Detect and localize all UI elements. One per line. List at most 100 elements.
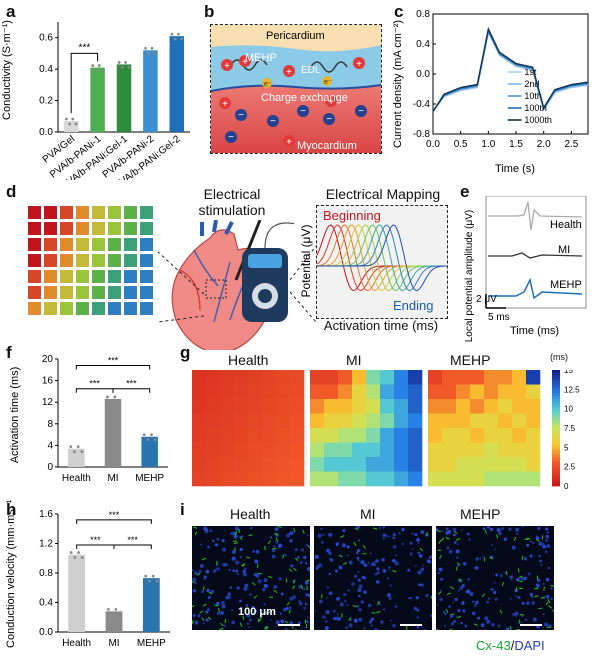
- nucleus-dot: [242, 569, 246, 574]
- sig-label: ***: [109, 510, 120, 520]
- nucleus-dot: [239, 599, 242, 603]
- series-line: [432, 26, 589, 112]
- colorbar-tick-label: 0: [564, 482, 569, 490]
- heatmap-cell: [192, 399, 207, 414]
- nucleus-dot: [290, 564, 294, 568]
- sig-bracket: [70, 52, 99, 114]
- heatmap-cell: [248, 457, 263, 472]
- nucleus-dot: [387, 593, 391, 597]
- nucleus-dot: [273, 585, 278, 589]
- cx43-mark: [450, 613, 455, 616]
- cx43-mark: [445, 537, 450, 540]
- nucleus-dot: [227, 592, 231, 596]
- nucleus-dot: [194, 620, 199, 625]
- chart-f-dot: [150, 433, 153, 437]
- heatmap-cell: [484, 384, 499, 400]
- cx43-mark: [253, 595, 258, 599]
- nucleus-dot: [417, 551, 421, 555]
- nucleus-dot: [480, 623, 485, 627]
- heatmap-cell: [456, 457, 471, 472]
- heatmap-cell: [408, 384, 423, 400]
- nucleus-dot: [289, 531, 294, 536]
- nucleus-dot: [545, 577, 550, 582]
- nucleus-dot: [244, 567, 247, 570]
- nucleus-dot: [441, 530, 444, 533]
- nucleus-dot: [300, 548, 305, 552]
- nucleus-dot: [509, 575, 513, 579]
- cx43-mark: [545, 601, 549, 606]
- nucleus-dot: [279, 612, 282, 615]
- nucleus-dot: [314, 609, 317, 612]
- nucleus-dot: [360, 600, 364, 604]
- nucleus-dot: [360, 560, 365, 565]
- nucleus-dot: [297, 621, 302, 625]
- nucleus-dot: [374, 628, 378, 630]
- nucleus-dot: [544, 538, 548, 542]
- nucleus-dot: [486, 600, 489, 604]
- nucleus-dot: [465, 590, 469, 594]
- heatmap-cell: [290, 399, 305, 414]
- cx43-mark: [214, 604, 219, 607]
- heatmap-cell: [366, 399, 381, 414]
- nucleus-dot: [230, 609, 233, 612]
- nucleus-dot: [269, 536, 273, 539]
- cx43-mark: [456, 538, 461, 541]
- chart-a-dot: [144, 46, 147, 50]
- nucleus-dot: [376, 567, 380, 571]
- heatmap-cell: [338, 457, 353, 472]
- nucleus-dot: [207, 595, 211, 600]
- panel-label-c: c: [394, 2, 404, 21]
- chart-a-bar: [116, 64, 132, 132]
- heatmap-cell: [470, 428, 485, 443]
- heatmap-cell: [220, 370, 235, 385]
- sig-bracket: [76, 519, 152, 524]
- electrode-cell: [44, 270, 57, 283]
- heatmap-cell: [290, 370, 305, 385]
- cx43-mark: [307, 545, 310, 549]
- chart-a-ytick-label: 0.6: [39, 33, 53, 44]
- nucleus-dot: [490, 587, 494, 591]
- nucleus-dot: [221, 604, 226, 609]
- chart-h-xtick-label: MI: [108, 638, 119, 649]
- chart-a-dot: [64, 117, 68, 121]
- heatmap-cell: [352, 370, 367, 385]
- nucleus-dot: [374, 573, 378, 576]
- nucleus-dot: [306, 620, 309, 624]
- nucleus-dot: [306, 534, 309, 537]
- nucleus-dot: [216, 537, 220, 541]
- nucleus-dot: [199, 564, 204, 568]
- cx43-mark: [258, 618, 262, 622]
- nucleus-dot: [388, 566, 391, 569]
- chart-a-dot: [120, 66, 124, 69]
- chart-h-ytick-label: 1.2: [39, 539, 53, 550]
- nucleus-dot: [529, 554, 533, 558]
- heatmap-cell: [262, 384, 277, 400]
- cx43-mark: [302, 529, 305, 534]
- nucleus-dot: [248, 626, 250, 629]
- cx43-mark: [353, 542, 357, 546]
- nucleus-dot: [489, 527, 494, 532]
- heatmap-cell: [512, 471, 527, 487]
- cx43-mark: [219, 628, 224, 630]
- nucleus-dot: [514, 590, 516, 592]
- svg-text:e⁻: e⁻: [324, 79, 332, 86]
- map-title: Electrical Mapping: [325, 186, 441, 202]
- nucleus-dot: [358, 617, 363, 622]
- scale-bar: [278, 624, 300, 626]
- chart-a-bar: [63, 121, 79, 132]
- sig-bracket: [76, 544, 115, 549]
- mehp-trace: [488, 277, 583, 300]
- colorbar-segment: [552, 453, 560, 456]
- svg-text:−: −: [270, 116, 276, 127]
- chart-a-bar: [143, 50, 158, 132]
- nucleus-dot: [326, 586, 329, 589]
- nucleus-dot: [379, 603, 381, 606]
- cx43-mark: [235, 531, 238, 536]
- nucleus-dot: [521, 526, 524, 528]
- nucleus-dot: [539, 559, 543, 563]
- nucleus-dot: [222, 547, 227, 552]
- electrode-cell: [140, 286, 153, 299]
- charge-icons: + + + + + − − − − − − + +: [219, 55, 367, 148]
- nucleus-dot: [220, 600, 225, 606]
- nucleus-dot: [460, 621, 463, 625]
